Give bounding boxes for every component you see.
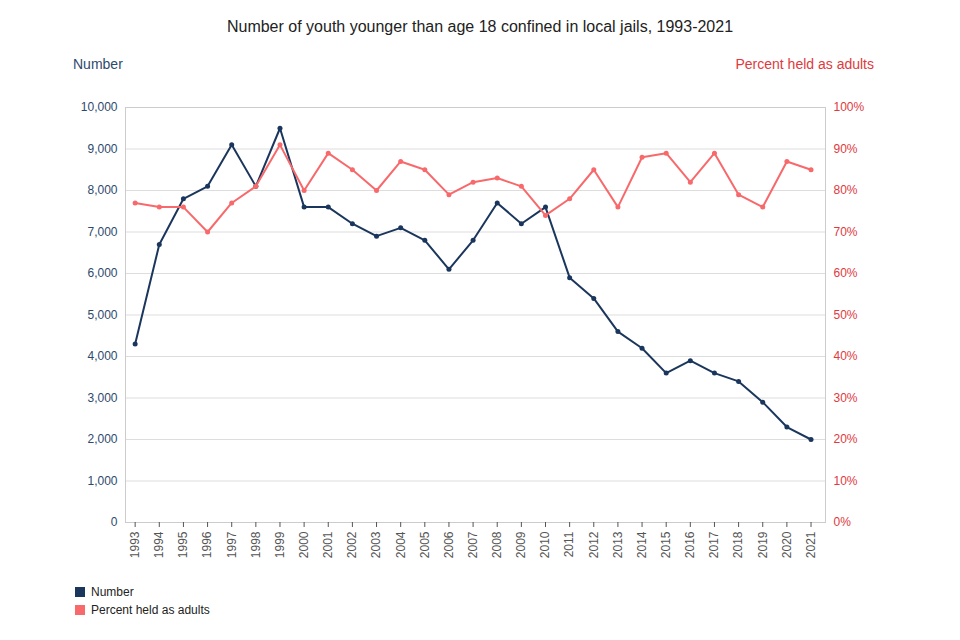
svg-text:2006: 2006 (442, 531, 456, 558)
svg-text:6,000: 6,000 (87, 266, 117, 280)
svg-text:20%: 20% (834, 432, 858, 446)
svg-text:2021: 2021 (804, 531, 818, 558)
svg-text:2014: 2014 (635, 531, 649, 558)
svg-text:10,000: 10,000 (81, 100, 118, 114)
svg-text:1996: 1996 (200, 531, 214, 558)
svg-text:2019: 2019 (756, 531, 770, 558)
svg-text:10%: 10% (834, 474, 858, 488)
svg-text:100%: 100% (834, 100, 865, 114)
svg-text:2018: 2018 (731, 531, 745, 558)
svg-text:30%: 30% (834, 391, 858, 405)
svg-text:0: 0 (111, 515, 118, 529)
svg-text:2001: 2001 (321, 531, 335, 558)
svg-text:2004: 2004 (394, 531, 408, 558)
svg-text:2017: 2017 (707, 531, 721, 558)
svg-text:70%: 70% (834, 225, 858, 239)
svg-text:5,000: 5,000 (87, 308, 117, 322)
svg-text:2000: 2000 (297, 531, 311, 558)
svg-text:9,000: 9,000 (87, 142, 117, 156)
svg-text:2015: 2015 (659, 531, 673, 558)
svg-text:40%: 40% (834, 349, 858, 363)
svg-text:1997: 1997 (225, 531, 239, 558)
svg-text:2011: 2011 (562, 531, 576, 557)
svg-text:3,000: 3,000 (87, 391, 117, 405)
svg-text:2007: 2007 (466, 531, 480, 558)
svg-text:80%: 80% (834, 183, 858, 197)
svg-text:8,000: 8,000 (87, 183, 117, 197)
html-text:Percent held as adults: Percent held as adults (735, 56, 874, 72)
svg-text:2013: 2013 (611, 531, 625, 558)
svg-text:1999: 1999 (273, 531, 287, 558)
svg-text:2010: 2010 (538, 531, 552, 558)
svg-text:2005: 2005 (418, 531, 432, 558)
svg-text:90%: 90% (834, 142, 858, 156)
svg-text:2016: 2016 (683, 531, 697, 558)
svg-text:1998: 1998 (249, 531, 263, 558)
svg-text:1995: 1995 (176, 531, 190, 558)
svg-text:0%: 0% (834, 515, 852, 529)
html-text:Number: Number (91, 585, 134, 599)
svg-text:2,000: 2,000 (87, 432, 117, 446)
svg-text:60%: 60% (834, 266, 858, 280)
svg-text:2003: 2003 (369, 531, 383, 558)
svg-text:1,000: 1,000 (87, 474, 117, 488)
svg-text:50%: 50% (834, 308, 858, 322)
svg-text:2008: 2008 (490, 531, 504, 558)
svg-text:4,000: 4,000 (87, 349, 117, 363)
html-text:Number: Number (73, 56, 123, 72)
svg-text:2002: 2002 (345, 531, 359, 558)
svg-text:7,000: 7,000 (87, 225, 117, 239)
svg-text:2012: 2012 (587, 531, 601, 558)
svg-text:1994: 1994 (152, 531, 166, 558)
svg-text:2009: 2009 (514, 531, 528, 558)
svg-text:1993: 1993 (128, 531, 142, 558)
html-text:Number of youth younger than a: Number of youth younger than age 18 conf… (226, 18, 734, 35)
svg-text:2020: 2020 (780, 531, 794, 558)
html-text:Percent held as adults: Percent held as adults (91, 603, 210, 617)
